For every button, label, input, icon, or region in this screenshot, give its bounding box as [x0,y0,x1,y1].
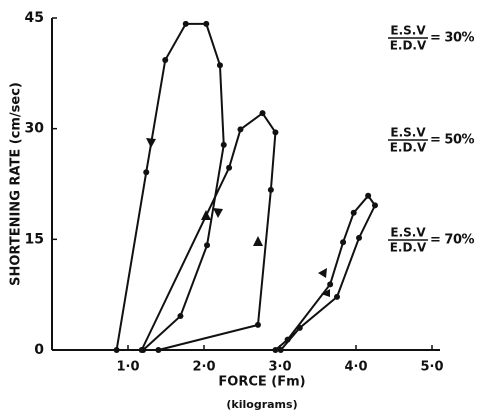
annotation-denominator: E.D.V [390,241,427,255]
point [226,164,233,171]
y-tick-label: 15 [25,231,44,247]
point [254,321,261,328]
arrow [253,236,263,246]
annotation-numerator: E.S.V [390,126,426,140]
annotation-value: = 50% [430,133,475,148]
point [327,281,334,288]
x-tick-label: 5·0 [420,360,443,375]
annotation-value: = 30% [430,31,475,46]
point [272,347,279,353]
point [113,347,120,353]
x-tick-label: 2·0 [192,360,215,375]
point [237,126,244,133]
point [284,336,291,343]
y-tick-label: 30 [25,121,45,137]
point [155,347,162,353]
annotation-numerator: E.S.V [390,24,426,38]
point [372,202,378,209]
point [143,169,150,176]
point [267,186,274,193]
arrow [318,268,327,278]
arrow [321,289,330,297]
point [272,129,279,136]
point [277,347,284,353]
annotation-numerator: E.S.V [390,226,426,240]
x-tick-label: 1·0 [116,360,139,375]
annotation-denominator: E.D.V [390,39,427,53]
point [334,293,340,300]
point [138,347,145,353]
y-tick-label: 0 [34,342,44,358]
point [350,209,357,216]
line [115,22,225,351]
point [220,141,227,148]
x-tick-label: 4·0 [344,360,367,375]
annotation-denominator: E.D.V [390,141,427,155]
x-sublabel: (kilograms) [226,398,297,411]
point [177,313,184,320]
arrows [146,138,330,297]
y-tick-label: 45 [25,10,44,26]
point [216,62,223,69]
point [356,234,363,241]
x-tick-label: 3·0 [268,360,291,375]
point [259,110,266,117]
line [140,111,277,351]
x-label: FORCE (Fm) [218,375,305,390]
point [365,192,372,199]
point [204,242,211,249]
point [296,324,303,331]
annotation-value: = 70% [430,233,475,248]
point [203,20,210,27]
point [182,20,189,27]
point [340,239,347,246]
point [162,57,169,64]
arrow [213,208,223,218]
y-label: SHORTENING RATE (cm/sec) [9,82,24,286]
